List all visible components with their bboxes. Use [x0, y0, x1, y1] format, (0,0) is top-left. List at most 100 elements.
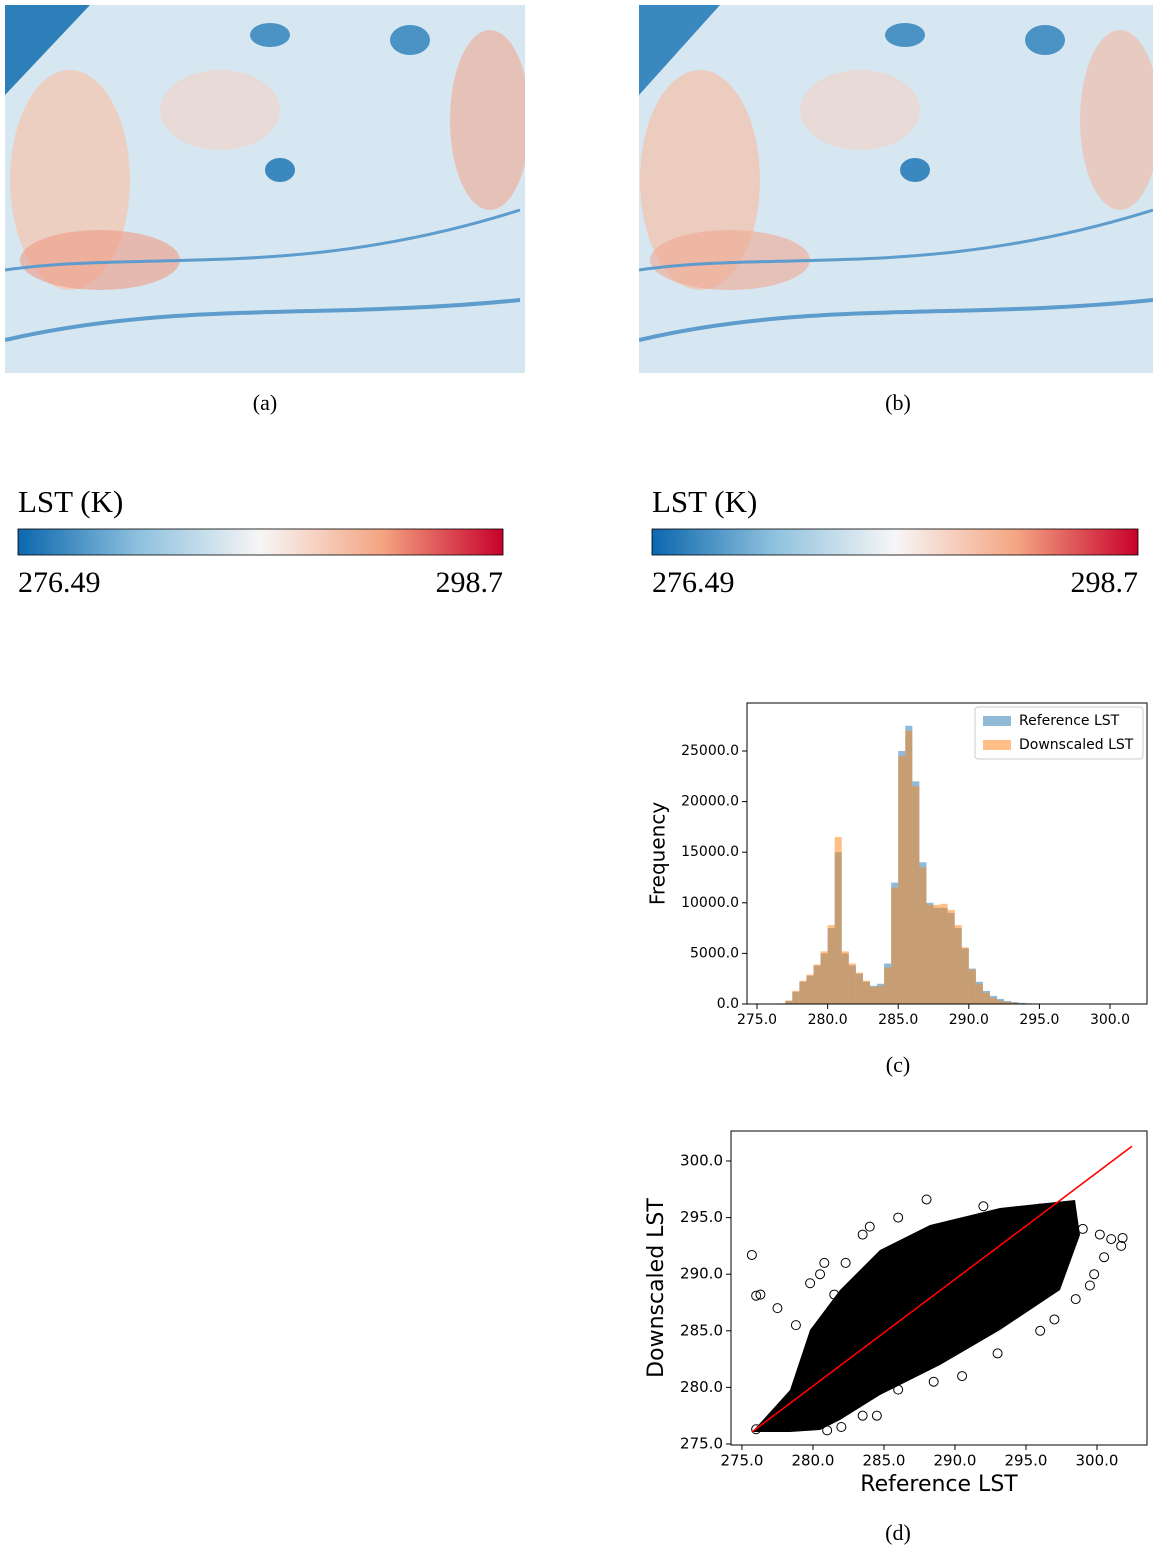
y-tick-label: 25000.0	[681, 743, 739, 759]
scatter-point	[807, 1419, 818, 1430]
x-tick-label: 295.0	[1005, 1452, 1048, 1470]
axes-frame	[746, 702, 1148, 1005]
x-tick-label: 290.0	[949, 1012, 989, 1028]
histogram-bar	[926, 904, 934, 1004]
caption: (b)	[885, 390, 911, 415]
scatter-point	[746, 1249, 757, 1260]
caption: (a)	[253, 390, 277, 415]
histogram-bar	[905, 730, 913, 1004]
scatter-point	[840, 1257, 851, 1268]
histogram-bar	[940, 903, 948, 1004]
scatter-point	[857, 1229, 868, 1240]
scatter-point	[779, 1410, 790, 1421]
x-axis-label: Reference LST	[860, 1472, 1018, 1497]
scatter-point	[1106, 1234, 1117, 1245]
map-image	[5, 5, 525, 373]
histogram-bar	[975, 983, 983, 1004]
histogram-bar	[947, 909, 955, 1004]
histogram-bar	[961, 947, 969, 1004]
scatter-point	[871, 1410, 882, 1421]
histogram-bar	[919, 867, 927, 1004]
scatter-point	[751, 1424, 762, 1435]
fit-line	[751, 1145, 1133, 1433]
colorbar	[17, 528, 504, 556]
x-tick-label: 285.0	[878, 1012, 918, 1028]
scatter-point	[751, 1290, 762, 1301]
scatter-point	[893, 1384, 904, 1395]
histogram-bar	[1004, 1001, 1012, 1004]
histogram-bar	[982, 992, 990, 1004]
scatter-point	[1063, 1229, 1074, 1240]
y-tick-label: 295.0	[680, 1208, 723, 1226]
x-tick-label: 300.0	[1076, 1452, 1119, 1470]
scatter-point	[815, 1269, 826, 1280]
scatter-point	[978, 1201, 989, 1212]
histogram-bar	[806, 974, 814, 1004]
histogram-bar	[912, 786, 920, 1004]
scatter-point	[857, 1410, 868, 1421]
scatter-point	[1099, 1252, 1110, 1263]
histogram-bar	[877, 985, 885, 1004]
histogram-bar	[792, 990, 800, 1004]
scatter-point	[864, 1221, 875, 1232]
legend-box	[974, 706, 1144, 760]
legend-swatch	[983, 740, 1011, 750]
scatter-point	[836, 1422, 847, 1433]
scatter-point	[829, 1289, 840, 1300]
density-region	[752, 1200, 1080, 1432]
colorbar-tick-label: 276.49	[18, 566, 101, 599]
histogram-bar	[785, 1000, 793, 1004]
histogram-bar	[1011, 1002, 1019, 1004]
x-tick-label: 285.0	[862, 1452, 905, 1470]
scatter-point	[755, 1289, 766, 1300]
x-tick-label: 280.0	[791, 1452, 834, 1470]
y-tick-label: 0.0	[717, 996, 739, 1012]
histogram-bar	[834, 837, 842, 1004]
scatter-point	[1035, 1203, 1046, 1214]
caption: (d)	[885, 1520, 911, 1545]
legend-swatch	[983, 716, 1011, 726]
y-tick-label: 300.0	[680, 1151, 723, 1169]
scatter-point	[772, 1303, 783, 1314]
colorbar-tick-label: 298.7	[436, 566, 504, 599]
scatter-point	[800, 1399, 811, 1410]
scatter-point	[921, 1280, 932, 1291]
x-tick-label: 275.0	[737, 1012, 777, 1028]
histogram-bar	[799, 980, 807, 1004]
y-axis-label: Frequency	[646, 802, 670, 905]
scatter-point	[1056, 1206, 1067, 1217]
colorbar	[651, 528, 1139, 556]
scatter-point	[790, 1320, 801, 1331]
histogram-bar	[869, 986, 878, 1004]
scatter-point	[822, 1425, 833, 1436]
x-tick-label: 290.0	[934, 1452, 977, 1470]
colorbar-tick-label: 298.7	[1071, 566, 1139, 599]
y-tick-label: 275.0	[680, 1434, 723, 1452]
scatter-point	[921, 1194, 932, 1205]
colorbar-title: LST (K)	[18, 484, 123, 519]
y-tick-label: 15000.0	[681, 844, 739, 860]
scatter-point	[805, 1278, 816, 1289]
histogram-bar	[827, 925, 835, 1004]
histogram-bar	[933, 904, 941, 1004]
y-tick-label: 285.0	[680, 1321, 723, 1339]
scatter-point	[878, 1303, 889, 1314]
y-tick-label: 10000.0	[681, 895, 739, 911]
legend-label: Downscaled LST	[1019, 737, 1134, 753]
histogram-bar	[813, 964, 821, 1004]
scatter-point	[893, 1212, 904, 1223]
colorbar-tick-label: 276.49	[652, 566, 735, 599]
x-tick-label: 295.0	[1019, 1012, 1059, 1028]
scatter-point	[1084, 1280, 1095, 1291]
histogram-bar	[884, 967, 892, 1004]
scatter-point	[1116, 1240, 1127, 1251]
scatter-point	[1089, 1269, 1100, 1280]
map-image	[639, 5, 1153, 373]
y-tick-label: 20000.0	[681, 794, 739, 810]
histogram-bar	[954, 925, 962, 1004]
histogram-bar	[898, 756, 906, 1004]
histogram-bar	[997, 1000, 1005, 1004]
scatter-point	[1094, 1229, 1105, 1240]
y-tick-label: 5000.0	[690, 945, 739, 961]
